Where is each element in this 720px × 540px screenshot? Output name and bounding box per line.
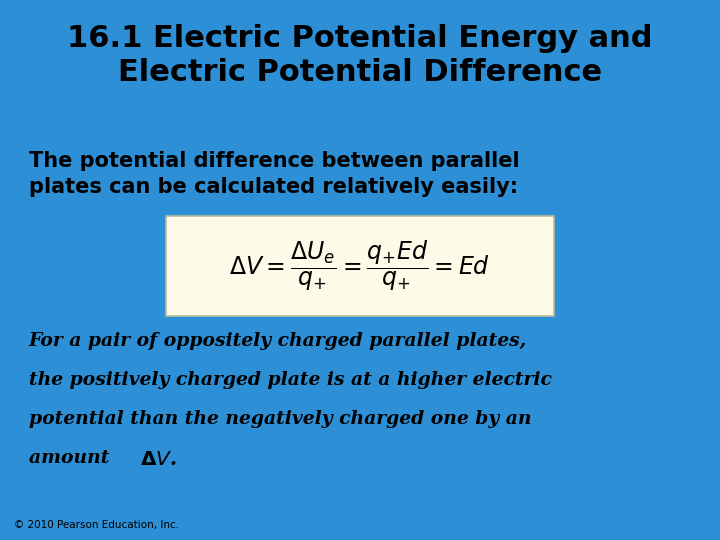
FancyBboxPatch shape <box>166 216 554 316</box>
Text: The potential difference between parallel
plates can be calculated relatively ea: The potential difference between paralle… <box>29 151 519 197</box>
Text: the positively charged plate is at a higher electric: the positively charged plate is at a hig… <box>29 371 552 389</box>
Text: amount: amount <box>29 449 116 467</box>
Text: $\Delta V = \dfrac{\Delta U_{e}}{q_{+}} = \dfrac{q_{+}Ed}{q_{+}} = Ed$: $\Delta V = \dfrac{\Delta U_{e}}{q_{+}} … <box>230 239 490 293</box>
Text: $\bf{\Delta}$$\it{V}$.: $\bf{\Delta}$$\it{V}$. <box>140 449 177 469</box>
Text: For a pair of oppositely charged parallel plates,: For a pair of oppositely charged paralle… <box>29 332 527 350</box>
Text: potential than the negatively charged one by an: potential than the negatively charged on… <box>29 410 531 428</box>
Text: 16.1 Electric Potential Energy and
Electric Potential Difference: 16.1 Electric Potential Energy and Elect… <box>67 24 653 87</box>
Text: © 2010 Pearson Education, Inc.: © 2010 Pearson Education, Inc. <box>14 520 179 530</box>
